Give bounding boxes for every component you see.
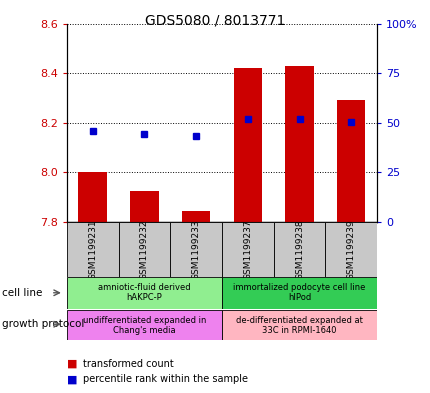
Text: immortalized podocyte cell line
hIPod: immortalized podocyte cell line hIPod <box>233 283 365 303</box>
Text: transformed count: transformed count <box>83 358 174 369</box>
Text: GSM1199239: GSM1199239 <box>346 219 355 280</box>
Text: GSM1199238: GSM1199238 <box>295 219 303 280</box>
Text: GSM1199231: GSM1199231 <box>88 219 97 280</box>
Bar <box>325 222 376 277</box>
Bar <box>67 277 221 309</box>
Bar <box>233 68 261 222</box>
Text: ■: ■ <box>67 358 80 369</box>
Bar <box>221 277 376 309</box>
Bar <box>118 222 170 277</box>
Text: percentile rank within the sample: percentile rank within the sample <box>83 374 248 384</box>
Bar <box>221 222 273 277</box>
Bar <box>181 211 210 222</box>
Text: GSM1199233: GSM1199233 <box>191 219 200 280</box>
Bar <box>78 173 107 222</box>
Bar <box>67 310 221 340</box>
Text: amniotic-fluid derived
hAKPC-P: amniotic-fluid derived hAKPC-P <box>98 283 190 303</box>
Text: growth protocol: growth protocol <box>2 319 84 329</box>
Bar <box>221 310 376 340</box>
Bar <box>273 222 325 277</box>
Bar <box>67 222 118 277</box>
Text: cell line: cell line <box>2 288 43 298</box>
Bar <box>285 66 313 222</box>
Text: GSM1199237: GSM1199237 <box>243 219 252 280</box>
Bar <box>170 222 221 277</box>
Text: de-differentiated expanded at
33C in RPMI-1640: de-differentiated expanded at 33C in RPM… <box>236 316 362 335</box>
Bar <box>130 191 158 222</box>
Text: undifferentiated expanded in
Chang's media: undifferentiated expanded in Chang's med… <box>83 316 206 335</box>
Text: GSM1199232: GSM1199232 <box>140 219 148 280</box>
Text: GDS5080 / 8013771: GDS5080 / 8013771 <box>145 14 285 28</box>
Bar <box>336 101 365 222</box>
Text: ■: ■ <box>67 374 80 384</box>
